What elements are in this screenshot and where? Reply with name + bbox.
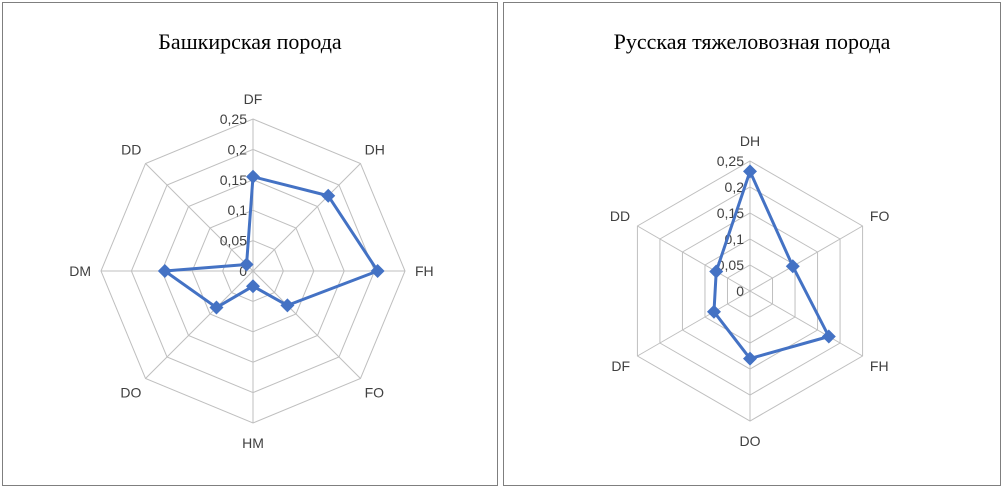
axis-label-df: DF [611,358,630,374]
radar-grid [636,160,864,422]
chart-panel-bashkir: Башкирская порода 0 0,05 0,1 0,15 0,2 0,25 DF D… [2,2,498,486]
data-point-dh [321,188,336,203]
data-point-fh [370,264,385,278]
tick-label: 0,2 [725,179,745,195]
grid-spoke [749,225,863,292]
data-point-hm [246,279,260,294]
grid-spoke [252,270,361,379]
axis-label-fo: FO [365,385,385,401]
axis-label-do: DO [740,433,761,449]
axis-label-dd: DD [610,208,630,224]
data-point-fh [821,329,836,344]
series-line [163,175,380,310]
tick-label: 0,25 [717,153,744,169]
grid-spoke [145,163,254,272]
data-point-do [743,351,757,366]
grid-spoke [749,290,863,357]
tick-label: 0,25 [220,111,247,127]
tick-label: 0,05 [717,257,744,273]
axis-label-dh: DH [365,141,385,157]
axis-label-df: DF [244,91,263,107]
data-point-do [209,300,224,315]
tick-label: 0,05 [220,233,247,249]
tick-label: 0,2 [228,141,248,157]
grid-spoke [252,163,361,272]
tick-label: 0,1 [228,202,248,218]
chart-title: Русская тяжеловозная порода [613,29,891,54]
data-point-dm [157,264,172,278]
grid-spoke [145,270,254,379]
data-point-dh [743,164,757,179]
data-point-fo [280,298,295,313]
axis-label-fh: FH [870,358,889,374]
axis-label-fo: FO [870,208,890,224]
radar-grid [100,118,406,424]
axis-label-dm: DM [69,263,91,279]
grid-spoke [637,290,751,357]
data-point-dd [709,264,724,279]
axis-label-hm: HM [242,435,264,451]
data-point-df [246,169,260,184]
data-point-fo [785,259,800,274]
data-point-df [706,304,721,319]
chart-title: Башкирская порода [158,29,342,54]
tick-label: 0,15 [717,205,744,221]
chart-panel-russian: Русская тяжеловозная порода 0 0,05 0,1 0,15… [503,2,1001,486]
axis-label-dd: DD [121,141,141,157]
axis-label-fh: FH [415,263,434,279]
radar-chart-bashkir: 0 0,05 0,1 0,15 0,2 0,25 DF DH FH FO HM DO DM DD [69,91,434,451]
tick-label: 0 [736,283,744,299]
tick-label: 0,15 [220,172,247,188]
axis-label-do: DO [120,385,141,401]
axis-label-dh: DH [740,133,760,149]
grid-spoke [637,225,751,292]
tick-label: 0 [239,263,247,279]
data-point-dd [239,257,254,272]
